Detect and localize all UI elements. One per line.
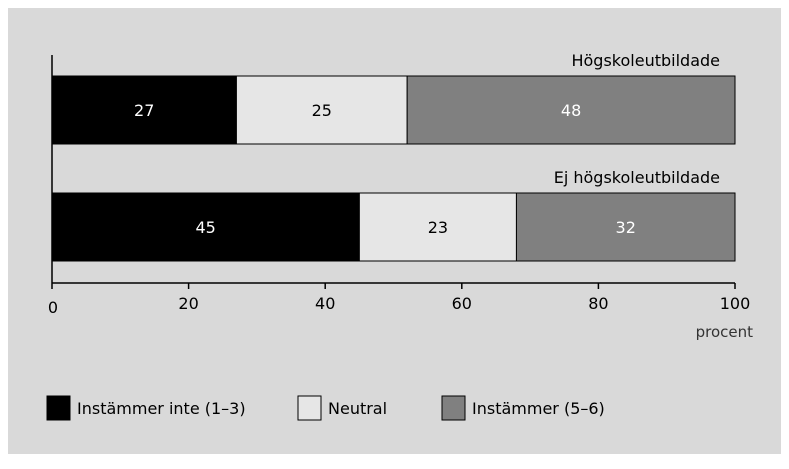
data-label: 23 xyxy=(428,218,448,237)
bar-segment xyxy=(235,75,408,145)
bar-segment xyxy=(515,192,736,262)
x-tick-label: 40 xyxy=(315,294,335,313)
bar-segment xyxy=(406,75,736,145)
legend-label: Neutral xyxy=(328,399,387,418)
data-label: 32 xyxy=(616,218,636,237)
data-label: 25 xyxy=(312,101,332,120)
legend-swatch xyxy=(297,395,322,421)
data-label: 48 xyxy=(561,101,581,120)
legend-swatch xyxy=(46,395,71,421)
bar-segment xyxy=(358,192,517,262)
x-tick-label: 0 xyxy=(48,298,58,317)
bar-segment xyxy=(51,192,360,262)
category-label: Högskoleutbildade xyxy=(571,51,720,70)
x-tick-label: 60 xyxy=(452,294,472,313)
legend-label: Instämmer inte (1–3) xyxy=(77,399,246,418)
x-axis-label: procent xyxy=(696,323,754,341)
bar-segment xyxy=(51,75,237,145)
x-tick-label: 20 xyxy=(178,294,198,313)
legend-swatch xyxy=(441,395,466,421)
legend-label: Instämmer (5–6) xyxy=(472,399,605,418)
x-tick-label: 80 xyxy=(588,294,608,313)
x-tick-label: 100 xyxy=(720,294,751,313)
category-label: Ej högskoleutbildade xyxy=(554,168,720,187)
data-label: 27 xyxy=(134,101,154,120)
data-label: 45 xyxy=(195,218,215,237)
